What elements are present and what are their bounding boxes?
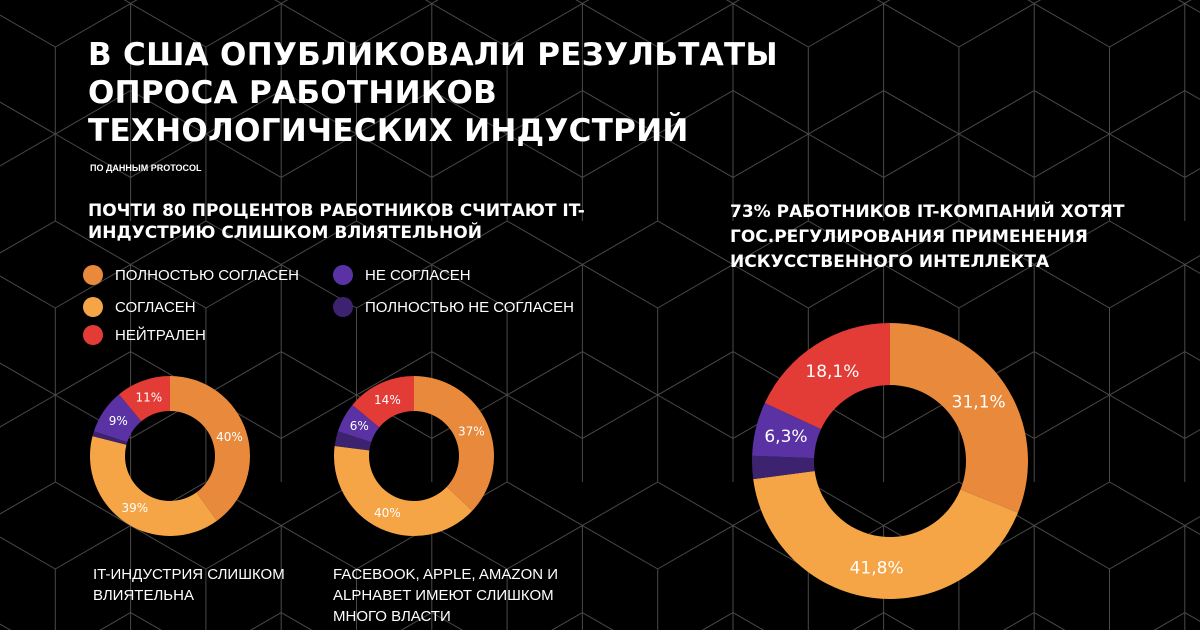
chart-2-caption: FACEBOOK, APPLE, AMAZON И ALPHABET ИМЕЮТ… [333, 566, 559, 625]
legend-dot [83, 325, 103, 345]
legend-item-fully-agree: ПОЛНОСТЬЮ СОГЛАСЕН [83, 265, 299, 285]
donut-segment [414, 376, 495, 511]
data-label: 31,1% [952, 392, 1006, 412]
data-label: 14% [374, 393, 401, 407]
donut-segment [764, 323, 890, 430]
legend-label: НЕ СОГЛАСЕН [365, 266, 471, 284]
legend-label: ПОЛНОСТЬЮ СОГЛАСЕН [115, 266, 299, 284]
donut-segment [751, 455, 815, 480]
donut-segment [752, 403, 822, 459]
right-section-heading: 73% РАБОТНИКОВ IT-КОМПАНИЙ ХОТЯТ ГОС.РЕГ… [730, 202, 1125, 272]
legend-label: НЕЙТРАЛЕН [115, 326, 206, 344]
legend-item-fully-disagree: ПОЛНОСТЬЮ НЕ СОГЛАСЕН [333, 297, 574, 317]
data-label: 9% [109, 414, 128, 428]
donut-segment [352, 376, 414, 428]
legend-label: СОГЛАСЕН [115, 298, 196, 316]
legend-label: ПОЛНОСТЬЮ НЕ СОГЛАСЕН [365, 298, 574, 316]
legend-item-neutral: НЕЙТРАЛЕН [83, 325, 206, 345]
donut-segment [93, 394, 142, 443]
legend-item-disagree: НЕ СОГЛАСЕН [333, 265, 471, 285]
donut-segment [89, 436, 218, 537]
legend-dot [83, 265, 103, 285]
donut-chart-2: 37% 40% 6% 14% [334, 376, 495, 536]
donut-segment [334, 445, 473, 536]
chart-1-caption: IT-ИНДУСТРИЯ СЛИШКОМ ВЛИЯТЕЛЬНА [93, 566, 285, 604]
donut-segment [334, 431, 372, 451]
legend-item-agree: СОГЛАСЕН [83, 297, 196, 317]
donut-chart-1: 40% 39% 9% 11% [89, 376, 251, 537]
donut-segment [753, 470, 1018, 599]
donut-segment [890, 323, 1028, 513]
data-label: 37% [458, 424, 485, 438]
data-label: 40% [374, 506, 401, 520]
left-section-heading: ПОЧТИ 80 ПРОЦЕНТОВ РАБОТНИКОВ СЧИТАЮТ IT… [88, 201, 585, 243]
data-label: 6% [350, 419, 369, 433]
legend-dot [333, 265, 353, 285]
legend-dot [83, 297, 103, 317]
donut-segment [337, 405, 380, 443]
source-note: ПО ДАННЫМ PROTOCOL [90, 163, 202, 173]
data-label: 41,8% [850, 558, 904, 578]
data-label: 18,1% [805, 362, 859, 382]
data-label: 11% [135, 391, 162, 405]
donut-chart-3: 31,1% 41,8% 6,3% 18,1% [751, 323, 1028, 599]
donut-segment [119, 376, 170, 422]
donut-segment [170, 376, 251, 521]
donut-segment [92, 431, 128, 445]
data-label: 39% [122, 501, 149, 515]
data-label: 6,3% [764, 427, 807, 447]
page-title: В США ОПУБЛИКОВАЛИ РЕЗУЛЬТАТЫ ОПРОСА РАБ… [88, 37, 778, 149]
legend-dot [333, 297, 353, 317]
data-label: 40% [216, 430, 243, 444]
